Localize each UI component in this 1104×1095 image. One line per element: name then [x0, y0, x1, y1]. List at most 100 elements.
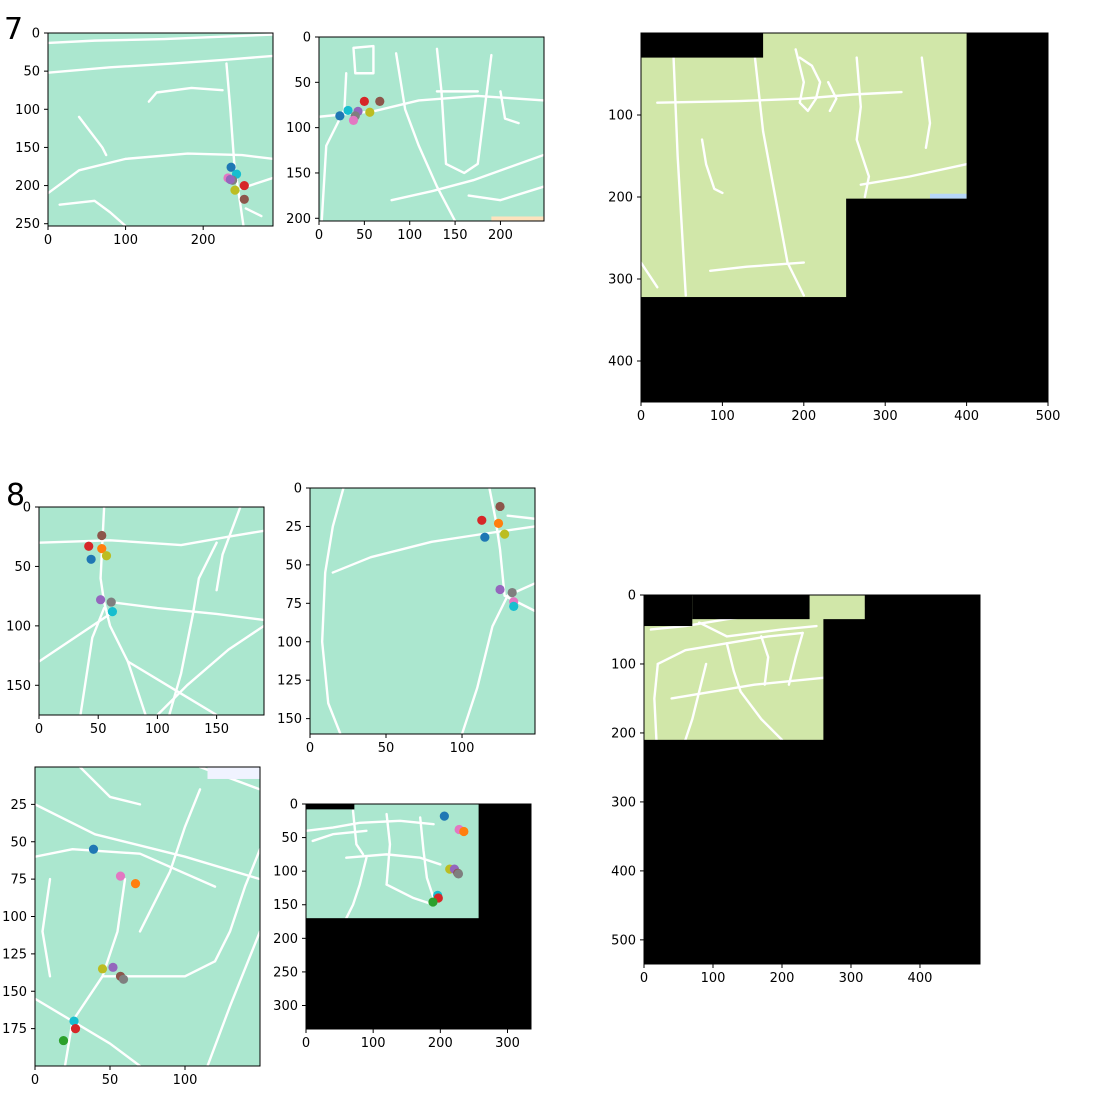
y-tick-label: 150: [2, 985, 27, 1000]
road: [387, 885, 434, 905]
x-tick-label: 0: [302, 1036, 310, 1051]
y-tick-label: 100: [277, 635, 302, 650]
y-tick-label: 75: [10, 873, 27, 888]
road: [437, 49, 491, 173]
x-tick-label: 0: [315, 228, 323, 243]
data-point-1: [88, 844, 99, 854]
road: [500, 91, 518, 123]
y-tick-label: 250: [15, 217, 40, 232]
x-tick-label: 300: [873, 409, 898, 424]
road: [654, 664, 657, 740]
mask-region: [644, 739, 980, 964]
chart-6: 0 50 100 25 50 75 100 125 150 175: [2, 766, 261, 1088]
data-point-4: [97, 964, 108, 974]
road: [103, 849, 261, 976]
road: [80, 767, 140, 804]
road: [39, 531, 264, 545]
y-tick-label: 100: [273, 865, 298, 880]
data-point-8: [239, 194, 249, 204]
x-tick-label: 0: [35, 722, 43, 737]
y-tick-label: 0: [32, 27, 40, 42]
axes-frame: [47, 32, 274, 227]
map-background: [644, 595, 980, 964]
y-tick-label: 150: [15, 141, 40, 156]
y-tick-label: 0: [290, 798, 298, 813]
y-tick-label: 250: [273, 965, 298, 980]
data-point-7: [507, 587, 517, 598]
y-tick-label: 0: [303, 31, 311, 46]
map-background: [48, 33, 273, 226]
data-point-8: [69, 1016, 79, 1026]
data-point-1: [335, 111, 345, 121]
mask-region: [641, 33, 764, 58]
road: [789, 633, 803, 685]
x-tick-label: 50: [90, 722, 107, 737]
y-tick-label: 50: [23, 65, 40, 80]
road: [35, 804, 260, 879]
road: [699, 623, 816, 637]
road: [322, 488, 343, 734]
road: [80, 608, 104, 715]
road: [60, 201, 126, 226]
x-tick-label: 300: [495, 1036, 520, 1051]
data-point-1: [439, 811, 449, 821]
data-point-3: [359, 96, 369, 106]
road: [226, 64, 243, 226]
y-tick-label: 50: [281, 831, 298, 846]
y-tick-label: 100: [286, 121, 311, 136]
y-tick-label: 125: [2, 947, 27, 962]
x-tick-label: 0: [31, 1073, 39, 1088]
x-tick-label: 100: [397, 228, 422, 243]
road: [469, 187, 544, 201]
data-point-7: [453, 869, 464, 879]
y-tick-label: 150: [277, 712, 302, 727]
road: [657, 92, 901, 103]
data-point-7: [106, 597, 116, 607]
axes-frame: [309, 487, 536, 735]
y-tick-label: 0: [628, 589, 636, 604]
y-tick-label: 125: [277, 674, 302, 689]
road: [208, 931, 261, 1066]
x-tick-label: 0: [44, 233, 52, 248]
chart-4: 0 50 100 150 0 50 100 150: [6, 501, 265, 737]
roads: [322, 488, 535, 734]
data-point-6: [348, 115, 359, 125]
road: [727, 643, 782, 740]
map-tile-corner: [809, 595, 865, 620]
map-tile-corner: [207, 767, 260, 779]
data-point-2: [477, 515, 487, 525]
y-tick-label: 100: [608, 109, 633, 124]
road: [333, 526, 535, 572]
roads: [48, 35, 273, 226]
road: [48, 154, 273, 194]
y-tick-label: 200: [273, 932, 298, 947]
y-tick-label: 200: [608, 191, 633, 206]
road: [48, 56, 273, 73]
map-background: [319, 37, 544, 221]
mask-region: [306, 804, 355, 810]
data-point-8: [375, 96, 385, 106]
road: [346, 858, 366, 918]
x-tick-label: 100: [701, 971, 726, 986]
x-tick-label: 100: [710, 409, 735, 424]
data-point-3: [493, 518, 504, 528]
data-point-10: [428, 897, 438, 907]
road: [702, 140, 722, 193]
y-tick-label: 75: [285, 597, 302, 612]
y-tick-label: 175: [2, 1022, 27, 1037]
y-tick-label: 300: [608, 273, 633, 288]
x-tick-label: 50: [102, 1073, 119, 1088]
y-tick-label: 0: [23, 501, 31, 516]
data-point-6: [239, 180, 249, 191]
axes-frame: [640, 32, 1049, 403]
axes-frame: [318, 36, 545, 222]
roads: [319, 46, 544, 221]
road: [672, 678, 824, 699]
road: [387, 814, 390, 885]
map-background: [641, 33, 1048, 402]
road: [346, 854, 440, 864]
road: [140, 789, 200, 931]
data-point-9: [509, 601, 519, 611]
road: [922, 58, 930, 148]
